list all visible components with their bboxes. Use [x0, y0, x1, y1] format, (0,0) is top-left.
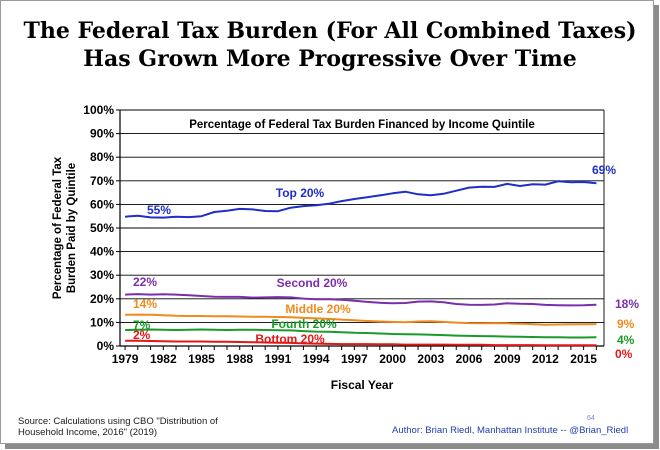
y-tick-label: 90%	[90, 127, 114, 141]
x-tick-label: 1982	[150, 352, 177, 366]
series-end-label: 69%	[592, 163, 616, 177]
y-tick-label: 80%	[90, 150, 114, 164]
slide-title-line1: The Federal Tax Burden (For All Combined…	[23, 18, 637, 44]
y-tick-label: 0%	[97, 339, 115, 353]
series-line	[125, 339, 597, 347]
x-tick-label: 2015	[570, 352, 597, 366]
series-name-label: Bottom 20%	[255, 332, 325, 346]
x-tick-label: 1979	[112, 352, 139, 366]
series-start-label: 22%	[133, 275, 157, 289]
x-tick-label: 2009	[494, 352, 521, 366]
source-note: Source: Calculations using CBO "Distribu…	[18, 416, 218, 438]
x-tick-label: 1994	[303, 352, 330, 366]
x-tick-label: 2006	[456, 352, 483, 366]
y-axis-title: Percentage of Federal Tax Burden Paid by …	[52, 156, 78, 299]
series-end-label: 4%	[617, 333, 635, 347]
x-tick-label: 1991	[265, 352, 292, 366]
series-end-label: 0%	[615, 347, 633, 361]
x-tick-label: 1997	[341, 352, 368, 366]
series-start-label: 14%	[133, 297, 157, 311]
y-axis-title-line2: Burden Paid by Quintile	[66, 163, 78, 293]
y-tick-label: 50%	[90, 221, 114, 235]
x-tick-label: 1988	[226, 352, 253, 366]
slide-title-line2: Has Grown More Progressive Over Time	[83, 46, 577, 72]
y-tick-label: 60%	[90, 197, 114, 211]
series-name-label: Fourth 20%	[271, 317, 337, 331]
series-end-label: 18%	[615, 297, 639, 311]
series-name-label: Top 20%	[276, 186, 325, 200]
y-tick-label: 100%	[83, 103, 114, 117]
series-name-label: Second 20%	[277, 276, 348, 290]
x-tick-label: 2003	[417, 352, 444, 366]
series-end-label: 9%	[617, 317, 635, 331]
x-tick-label: 2000	[379, 352, 406, 366]
y-tick-label: 10%	[90, 315, 114, 329]
series-line	[125, 328, 597, 339]
y-tick-label: 40%	[90, 245, 114, 259]
series-line	[125, 180, 597, 219]
series-start-label: 2%	[133, 328, 151, 342]
x-tick-label: 1985	[188, 352, 215, 366]
y-axis-title-line1: Percentage of Federal Tax	[52, 156, 64, 299]
y-tick-label: 20%	[90, 292, 114, 306]
y-tick-label: 70%	[90, 174, 114, 188]
series-start-label: 55%	[147, 203, 171, 217]
series-name-label: Middle 20%	[285, 302, 351, 316]
chart-title: Percentage of Federal Tax Burden Finance…	[189, 119, 535, 131]
x-axis-title: Fiscal Year	[331, 378, 394, 392]
series-line	[125, 313, 597, 326]
author-credit: Author: Brian Riedl, Manhattan Institute…	[392, 425, 629, 436]
series-line	[125, 293, 597, 307]
y-tick-label: 30%	[90, 268, 114, 282]
page-number: 64	[587, 415, 595, 422]
x-tick-label: 2012	[532, 352, 559, 366]
series-start-label: 7%	[133, 318, 151, 332]
